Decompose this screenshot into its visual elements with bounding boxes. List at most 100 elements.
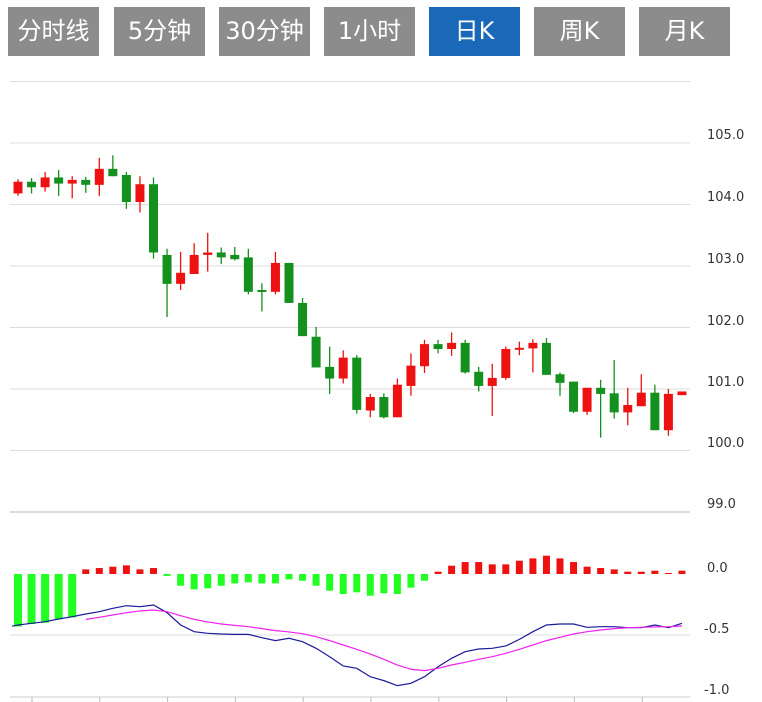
macd-bar: [312, 574, 320, 586]
macd-bar: [651, 570, 659, 574]
macd-bar: [380, 574, 388, 594]
candle-body: [325, 366, 335, 379]
tab-weekly-k[interactable]: 周K: [534, 7, 625, 56]
candle-body: [474, 371, 484, 386]
candle-body: [67, 179, 77, 184]
candle-body: [596, 387, 606, 394]
macd-bar: [475, 562, 483, 574]
price-axis: 105.0 104.0 103.0 102.0 101.0 100.0 99.0…: [704, 128, 744, 698]
candle-body: [636, 392, 646, 407]
tab-monthly-k[interactable]: 月K: [639, 7, 730, 56]
candle-body: [298, 302, 308, 337]
macd-bar: [190, 574, 198, 590]
macd-bar: [95, 568, 103, 574]
candle-body: [243, 257, 253, 292]
candle-body: [121, 174, 131, 203]
macd-bar: [583, 566, 591, 574]
candle-body: [162, 254, 172, 284]
macd-bar: [339, 574, 347, 595]
macd-bar: [678, 570, 686, 574]
macd-bar: [82, 569, 90, 574]
tab-1hour[interactable]: 1小时: [324, 7, 415, 56]
macd-bar: [163, 574, 171, 576]
candle-body: [365, 396, 375, 411]
candle-body: [108, 168, 118, 177]
price-tick: 102.0: [707, 314, 744, 329]
macd-bar: [326, 574, 334, 591]
candle-body: [392, 384, 402, 418]
candle-body: [54, 177, 64, 184]
macd-bar: [299, 574, 307, 581]
macd-bar: [14, 574, 22, 627]
macd-bar: [258, 574, 266, 584]
candle-body: [650, 392, 660, 431]
macd-bar: [271, 574, 279, 584]
tab-daily-k[interactable]: 日K: [429, 7, 520, 56]
candle-body: [420, 344, 429, 367]
candle-body: [555, 374, 565, 383]
price-tick: 104.0: [707, 190, 744, 205]
candle-body: [203, 252, 213, 255]
candle-body: [284, 262, 294, 303]
candle-body: [569, 381, 579, 412]
macd-bar: [529, 558, 537, 574]
macd-bar: [353, 574, 361, 593]
candles: [13, 155, 687, 438]
macd-bar: [54, 574, 63, 620]
tab-30min[interactable]: 30分钟: [219, 7, 310, 56]
price-tick: 101.0: [707, 375, 744, 390]
macd-bar: [664, 573, 672, 575]
price-tick: 100.0: [707, 436, 744, 451]
tab-5min[interactable]: 5分钟: [114, 7, 205, 56]
price-tick: 103.0: [707, 252, 744, 267]
macd-bar: [150, 568, 157, 574]
candle-body: [94, 168, 104, 185]
candle-body: [257, 289, 267, 292]
macd-bar: [285, 574, 293, 580]
candle-body: [311, 336, 321, 368]
macd-tick: 0.0: [707, 561, 728, 576]
candle-body: [216, 252, 226, 258]
candle-body: [338, 357, 348, 379]
macd-tick: -0.5: [704, 622, 729, 637]
candle-body: [13, 181, 23, 194]
tab-intraday[interactable]: 分时线: [8, 7, 99, 56]
macd-lines: [11, 604, 683, 687]
dif-line: [11, 604, 683, 687]
macd-bar: [556, 558, 564, 574]
candle-body: [81, 179, 91, 185]
macd-bar: [122, 565, 130, 574]
macd-bar: [41, 574, 50, 623]
candle-body: [460, 342, 470, 373]
candle-body: [433, 344, 443, 350]
candle-body: [406, 365, 416, 386]
macd-bar: [542, 555, 550, 574]
macd-bar: [461, 562, 469, 574]
candle-body: [352, 357, 362, 410]
candle-body: [623, 404, 633, 413]
macd-bar: [637, 571, 645, 574]
dea-line: [85, 609, 682, 672]
candle-body: [176, 272, 186, 284]
macd-tick: -1.0: [704, 683, 729, 698]
candle-body: [230, 254, 240, 260]
macd-bar: [136, 569, 144, 574]
macd-bar: [407, 574, 415, 588]
macd-bar: [366, 574, 374, 596]
macd-histogram: [14, 555, 686, 627]
candle-body: [379, 396, 389, 418]
candle-body: [27, 181, 37, 188]
candle-body: [514, 347, 524, 350]
macd-bar: [109, 566, 117, 574]
macd-bar: [610, 569, 618, 574]
macd-bar: [448, 565, 456, 574]
candle-body: [135, 184, 145, 203]
candle-body: [528, 342, 538, 349]
candle-body: [447, 342, 457, 350]
macd-bar: [502, 564, 510, 574]
macd-bar: [597, 568, 605, 574]
candle-body: [501, 349, 511, 378]
macd-bar: [231, 574, 239, 584]
candle-body: [189, 254, 199, 274]
